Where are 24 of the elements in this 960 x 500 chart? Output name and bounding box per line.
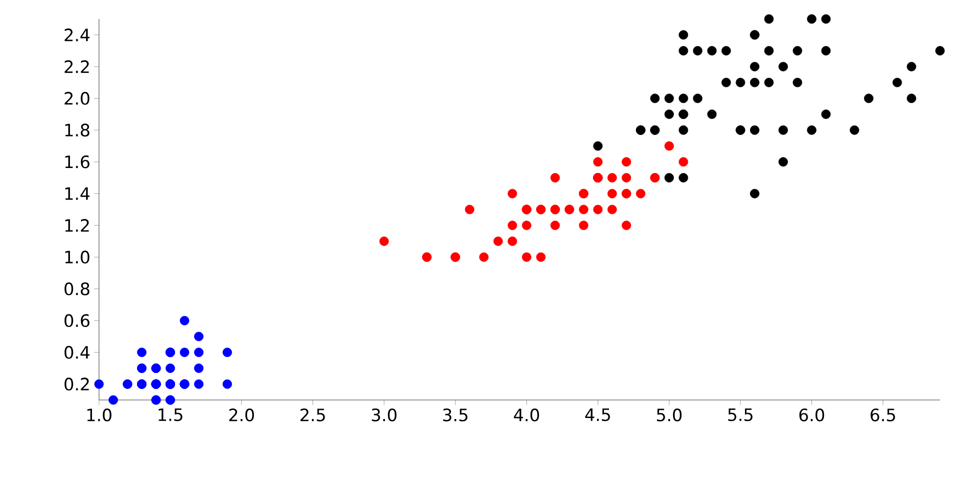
y-tick-label: 1.6 [65,155,90,168]
y-tick-label: 2.2 [64,60,89,73]
y-tick-label: 1.0 [65,250,90,264]
x-tick-label: 6.5 [870,408,896,422]
y-tick-label: 0.2 [64,378,89,391]
y-tick-label: 1.2 [65,219,89,232]
y-tick-label: 1.8 [65,124,90,137]
x-tick-label: 2.5 [300,408,325,422]
y-tick-label: 0.8 [64,282,90,296]
x-tick-label: 3.5 [443,408,468,422]
x-tick-label: 1.5 [158,408,182,422]
y-tick-label: 2.4 [64,28,90,42]
x-tick-label: 5.0 [656,408,682,422]
x-tick-label: 2.0 [229,408,254,422]
y-tick-label: 2.0 [64,92,90,105]
y-tick-label: 0.4 [64,346,90,359]
y-tick-label: 0.6 [64,314,90,328]
x-tick-label: 4.0 [514,408,540,422]
x-tick-label: 6.0 [799,408,824,422]
x-tick-label: 1.0 [87,408,112,422]
x-tick-label: 5.5 [728,408,752,422]
x-tick-label: 4.5 [585,408,610,422]
y-tick-label: 1.4 [65,187,90,200]
x-tick-label: 3.0 [372,408,396,422]
